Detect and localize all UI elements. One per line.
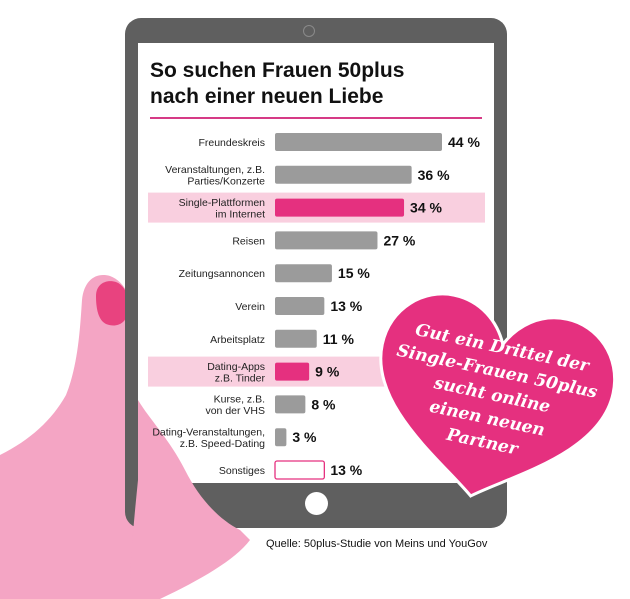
title-line-1: So suchen Frauen 50plus [150, 59, 405, 82]
category-label: Dating-Apps [207, 361, 265, 373]
bar [275, 133, 442, 151]
bar [275, 231, 378, 250]
bar [275, 264, 332, 283]
value-label: 36 % [418, 167, 450, 183]
home-button [305, 492, 328, 515]
title-line-2: nach einer neuen Liebe [150, 85, 384, 108]
category-label: Arbeitsplatz [210, 334, 265, 346]
bar [275, 297, 325, 315]
fingernail-shape [96, 281, 129, 326]
category-label: Zeitungsannoncen [179, 268, 266, 280]
bar [274, 460, 325, 480]
camera-icon [303, 25, 315, 37]
category-label: Veranstaltungen, z.B. [165, 164, 265, 176]
bar [275, 362, 310, 381]
category-label: Single-Plattformen [179, 197, 266, 209]
value-label: 15 % [338, 265, 370, 281]
category-label: Parties/Konzerte [187, 176, 265, 188]
category-label: Dating-Veranstaltungen, [152, 426, 265, 438]
bar-chart: Freundeskreis 44 % Veranstaltungen, z.B.Pa… [148, 133, 485, 480]
category-label: Verein [235, 301, 265, 313]
value-label: 27 % [383, 232, 415, 248]
bar [275, 329, 317, 348]
category-label: Freundeskreis [198, 137, 265, 149]
title-rule [150, 117, 482, 119]
value-label: 13 % [330, 298, 362, 314]
category-label: z.B. Speed-Dating [180, 438, 265, 450]
bar [275, 428, 287, 447]
thumb-shape [130, 400, 250, 599]
value-label: 13 % [330, 462, 362, 478]
value-label: 3 % [292, 429, 317, 445]
value-label: 34 % [410, 200, 442, 216]
bar [275, 395, 306, 414]
category-label: von der VHS [205, 405, 265, 417]
bar [275, 165, 412, 184]
source-note: Quelle: 50plus-Studie von Meins und YouG… [266, 538, 488, 550]
category-label: z.B. Tinder [215, 372, 266, 384]
value-label: 11 % [323, 331, 355, 347]
bar [275, 198, 405, 217]
hand-shape [0, 275, 160, 599]
category-label: im Internet [215, 208, 265, 220]
chart-title: So suchen Frauen 50plus nach einer neuen… [150, 58, 480, 110]
category-label: Sonstiges [219, 465, 265, 477]
category-label: Kurse, z.B. [214, 394, 265, 406]
value-label: 9 % [315, 364, 340, 380]
category-label: Reisen [232, 235, 265, 247]
value-label: 8 % [311, 396, 336, 412]
value-label: 44 % [448, 134, 480, 150]
